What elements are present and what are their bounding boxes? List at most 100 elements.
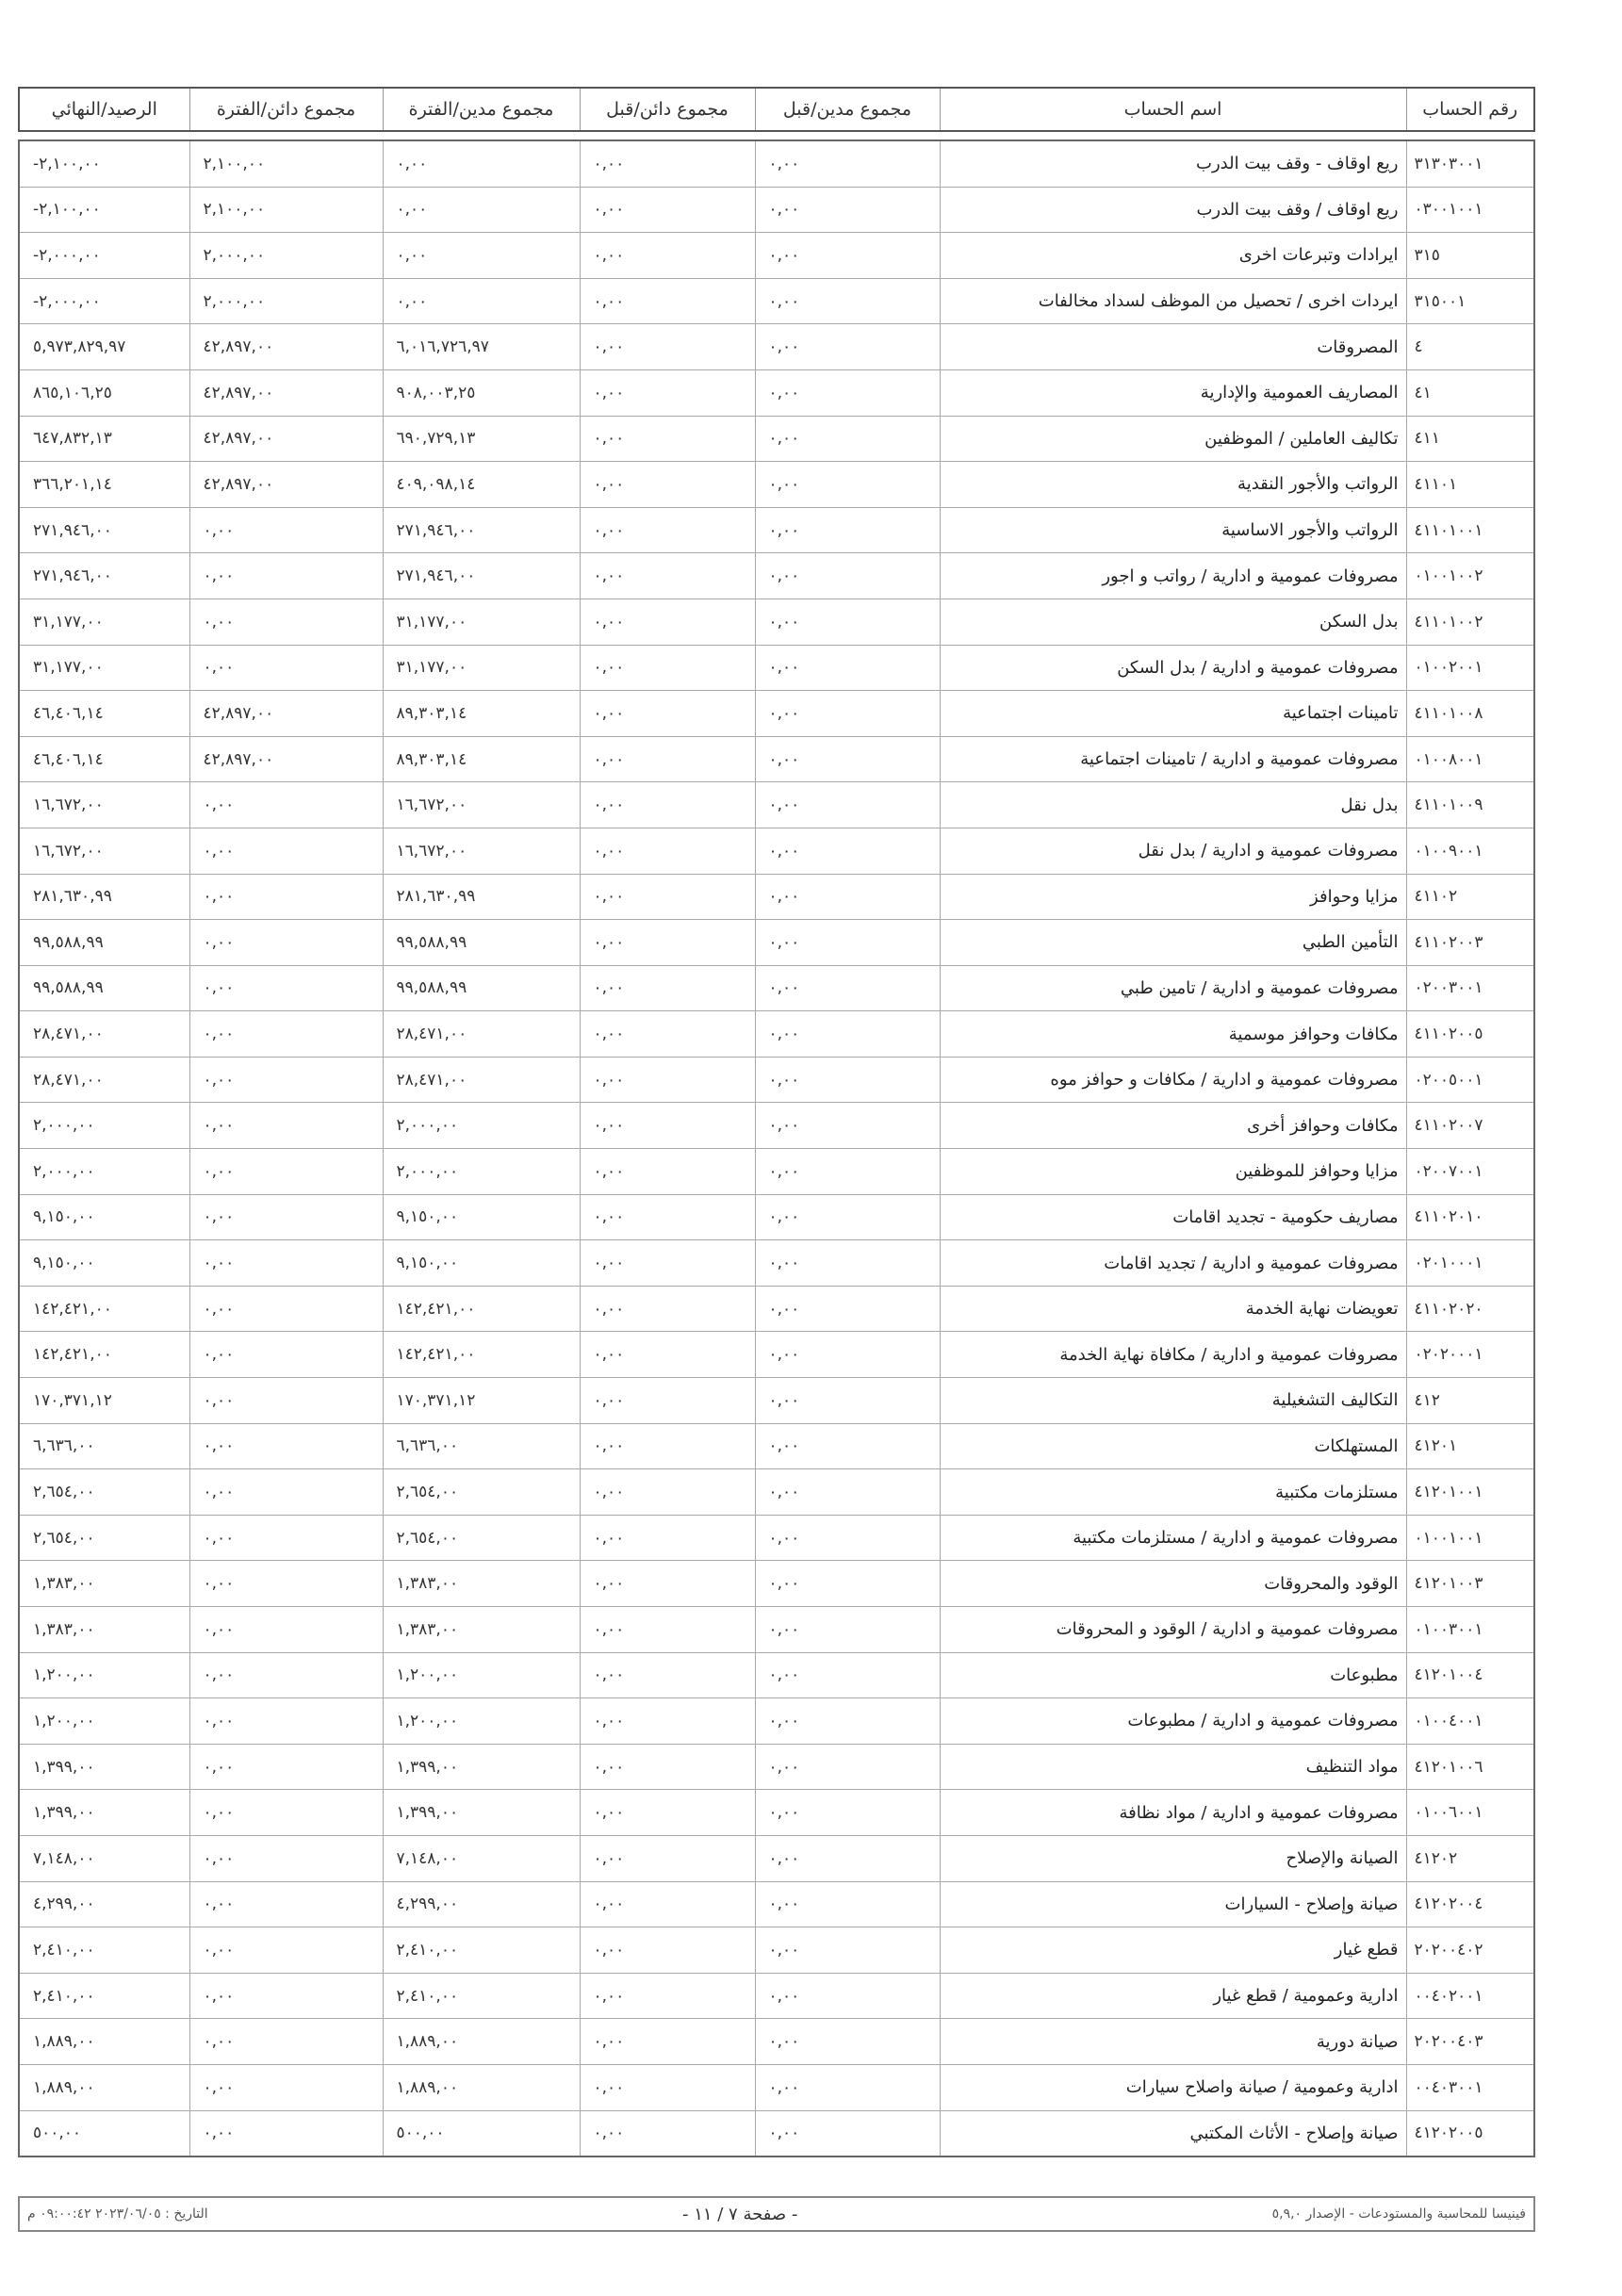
- account-name-cell: بدل نقل: [939, 781, 1406, 828]
- debit-period-cell: ٧,١٤٨,٠٠: [382, 1835, 580, 1882]
- account-number-cell: ٤١٢: [1405, 1377, 1534, 1424]
- header-account-number: رقم الحساب: [1405, 88, 1534, 131]
- debit-before-cell: ٠,٠٠: [754, 1652, 940, 1699]
- print-date: التاريخ : ٢٠٢٣/٠٦/٠٥ ٠٩:٠٠:٤٢ م: [27, 2206, 208, 2222]
- debit-period-cell: ٠,٠٠: [382, 232, 580, 279]
- debit-before-cell: ٠,٠٠: [754, 1881, 940, 1928]
- credit-period-cell: ٠,٠٠: [188, 1835, 383, 1882]
- final-balance-cell: ٢,٤١٠,٠٠: [18, 1927, 189, 1974]
- account-name-cell: المستهلكات: [939, 1423, 1406, 1470]
- account-number-cell: ٤١٢٠٢٠٠٤: [1405, 1881, 1534, 1928]
- credit-period-cell: ٠,٠٠: [188, 1148, 383, 1195]
- credit-period-cell: ٠,٠٠: [188, 1973, 383, 2020]
- table-row: ٠١٠٠١٠٠٢ مصروفات عمومية و ادارية / رواتب …: [18, 552, 1534, 599]
- table-row: ٤١١٠٢ مزايا وحوافز ٠,٠٠ ٠,٠٠ ٢٨١,٦٣٠,٩٩ ٠,٠٠ ٢…: [18, 874, 1534, 921]
- final-balance-cell: ٩,١٥٠,٠٠: [18, 1239, 189, 1287]
- credit-period-cell: ٢,٠٠٠,٠٠: [188, 232, 383, 279]
- credit-before-cell: ٠,٠٠: [579, 552, 755, 599]
- credit-before-cell: ٠,٠٠: [579, 1423, 755, 1470]
- account-name-cell: مصروفات عمومية و ادارية / تامينات اجتماع…: [939, 736, 1406, 783]
- credit-period-cell: ٠,٠٠: [188, 965, 383, 1012]
- credit-period-cell: ٢,٠٠٠,٠٠: [188, 278, 383, 325]
- final-balance-cell: ٣٦٦,٢٠١,١٤: [18, 461, 189, 508]
- table-row: ٤١١٠١٠٠٢ بدل السكن ٠,٠٠ ٠,٠٠ ٣١,١٧٧,٠٠ ٠,٠٠ ٣١…: [18, 599, 1534, 646]
- account-number-cell: ٤١٢٠١٠٠١: [1405, 1468, 1534, 1516]
- account-number-cell: ٢٠٢٠٠٤٠٣: [1405, 2018, 1534, 2065]
- debit-before-cell: ٠,٠٠: [754, 1697, 940, 1745]
- credit-period-cell: ٠,٠٠: [188, 1515, 383, 1562]
- debit-period-cell: ٤,٢٩٩,٠٠: [382, 1881, 580, 1928]
- final-balance-cell: ٩٩,٥٨٨,٩٩: [18, 919, 189, 966]
- account-name-cell: الوقود والمحروقات: [939, 1560, 1406, 1607]
- debit-before-cell: ٠,٠٠: [754, 2064, 940, 2111]
- credit-period-cell: ٠,٠٠: [188, 874, 383, 921]
- debit-period-cell: ٦٩٠,٧٢٩,١٣: [382, 416, 580, 463]
- account-number-cell: ٠٠٤٠٢٠٠١: [1405, 1973, 1534, 2020]
- final-balance-cell: ٢٨,٤٧١,٠٠: [18, 1057, 189, 1104]
- credit-period-cell: ٤٢,٨٩٧,٠٠: [188, 416, 383, 463]
- debit-before-cell: ٠,٠٠: [754, 2110, 940, 2157]
- debit-period-cell: ١,٨٨٩,٠٠: [382, 2018, 580, 2065]
- table-row: ٠٠٤٠٣٠٠١ ادارية وعمومية / صيانة واصلاح سي…: [18, 2064, 1534, 2111]
- credit-before-cell: ٠,٠٠: [579, 1148, 755, 1195]
- debit-period-cell: ٦,٠١٦,٧٢٦,٩٧: [382, 323, 580, 370]
- credit-before-cell: ٠,٠٠: [579, 736, 755, 783]
- final-balance-cell: ١,٨٨٩,٠٠: [18, 2064, 189, 2111]
- account-name-cell: المصاريف العمومية والإدارية: [939, 369, 1406, 417]
- account-name-cell: تعويضات نهاية الخدمة: [939, 1286, 1406, 1333]
- credit-before-cell: ٠,٠٠: [579, 369, 755, 417]
- debit-before-cell: ٠,٠٠: [754, 1102, 940, 1150]
- debit-period-cell: ٢٧١,٩٤٦,٠٠: [382, 507, 580, 554]
- account-name-cell: مزايا وحوافز: [939, 874, 1406, 921]
- final-balance-cell: ١٧٠,٣٧١,١٢: [18, 1377, 189, 1424]
- table-row: ٠١٠٠٨٠٠١ مصروفات عمومية و ادارية / تامينا…: [18, 736, 1534, 783]
- debit-period-cell: ١,٣٨٣,٠٠: [382, 1606, 580, 1653]
- account-number-cell: ٤١١٠٢٠٢٠: [1405, 1286, 1534, 1333]
- account-name-cell: ايرادات وتبرعات اخرى: [939, 232, 1406, 279]
- credit-period-cell: ٠,٠٠: [188, 919, 383, 966]
- debit-period-cell: ٢٨,٤٧١,٠٠: [382, 1057, 580, 1104]
- credit-before-cell: ٠,٠٠: [579, 1286, 755, 1333]
- final-balance-cell: ٢٨,٤٧١,٠٠: [18, 1010, 189, 1058]
- accounts-table: ٣١٣٠٣٠٠١ ريع اوقاف - وقف بيت الدرب ٠,٠٠ ٠,٠…: [18, 139, 1535, 2158]
- debit-before-cell: ٠,٠٠: [754, 1331, 940, 1379]
- final-balance-cell: ٥,٩٧٣,٨٢٩,٩٧: [18, 323, 189, 370]
- debit-period-cell: ١,٢٠٠,٠٠: [382, 1652, 580, 1699]
- credit-before-cell: ٠,٠٠: [579, 2018, 755, 2065]
- final-balance-cell: ١,٣٩٩,٠٠: [18, 1789, 189, 1836]
- final-balance-cell: ٩٩,٥٨٨,٩٩: [18, 965, 189, 1012]
- debit-period-cell: ٢,٦٥٤,٠٠: [382, 1515, 580, 1562]
- table-row: ٠١٠٠١٠٠١ مصروفات عمومية و ادارية / مستلزم…: [18, 1515, 1534, 1562]
- table-row: ٤١١٠٢٠٠٣ التأمين الطبي ٠,٠٠ ٠,٠٠ ٩٩,٥٨٨,٩٩ ٠,…: [18, 919, 1534, 966]
- table-row: ٤١٢٠٢ الصيانة والإصلاح ٠,٠٠ ٠,٠٠ ٧,١٤٨,٠٠ ٠,٠…: [18, 1835, 1534, 1882]
- account-name-cell: ادارية وعمومية / صيانة واصلاح سيارات: [939, 2064, 1406, 2111]
- credit-before-cell: ٠,٠٠: [579, 1973, 755, 2020]
- credit-before-cell: ٠,٠٠: [579, 1377, 755, 1424]
- account-number-cell: ٣١٥٠٠١: [1405, 278, 1534, 325]
- account-name-cell: مكافات وحوافز أخرى: [939, 1102, 1406, 1150]
- account-name-cell: صيانة وإصلاح - الأثاث المكتبي: [939, 2110, 1406, 2157]
- account-number-cell: ٤١١٠١٠٠١: [1405, 507, 1534, 554]
- credit-before-cell: ٠,٠٠: [579, 416, 755, 463]
- debit-before-cell: ٠,٠٠: [754, 1010, 940, 1058]
- table-row: ٠٣٠٠١٠٠١ ريع اوقاف / وقف بيت الدرب ٠,٠٠ ٠,٠…: [18, 187, 1534, 234]
- table-row: ٤١١٠١ الرواتب والأجور النقدية ٠,٠٠ ٠,٠٠ ٤٠٩,…: [18, 461, 1534, 508]
- page-number: - صفحة ٧ / ١١ -: [681, 2204, 798, 2224]
- account-name-cell: مصروفات عمومية و ادارية / رواتب و اجور: [939, 552, 1406, 599]
- account-number-cell: ٠١٠٠٤٠٠١: [1405, 1697, 1534, 1745]
- table-row: ٣١٥ ايرادات وتبرعات اخرى ٠,٠٠ ٠,٠٠ ٠,٠٠ ٢,٠٠٠…: [18, 232, 1534, 279]
- credit-period-cell: ٠,٠٠: [188, 1010, 383, 1058]
- final-balance-cell: ١,٢٠٠,٠٠: [18, 1652, 189, 1699]
- account-number-cell: ٤١٢٠١٠٠٣: [1405, 1560, 1534, 1607]
- final-balance-cell: ٢,٠٠٠,٠٠: [18, 1148, 189, 1195]
- account-name-cell: مصروفات عمومية و ادارية / مواد نظافة: [939, 1789, 1406, 1836]
- credit-before-cell: ٠,٠٠: [579, 690, 755, 737]
- debit-before-cell: ٠,٠٠: [754, 874, 940, 921]
- credit-before-cell: ٠,٠٠: [579, 1744, 755, 1791]
- debit-before-cell: ٠,٠٠: [754, 965, 940, 1012]
- table-row: ٠٢٠١٠٠٠١ مصروفات عمومية و ادارية / تجديد …: [18, 1239, 1534, 1287]
- debit-period-cell: ١,٣٩٩,٠٠: [382, 1744, 580, 1791]
- final-balance-cell: ١,٢٠٠,٠٠: [18, 1697, 189, 1745]
- header-debit-before: مجموع مدين/قبل: [754, 88, 940, 131]
- final-balance-cell: ١٤٢,٤٢١,٠٠: [18, 1286, 189, 1333]
